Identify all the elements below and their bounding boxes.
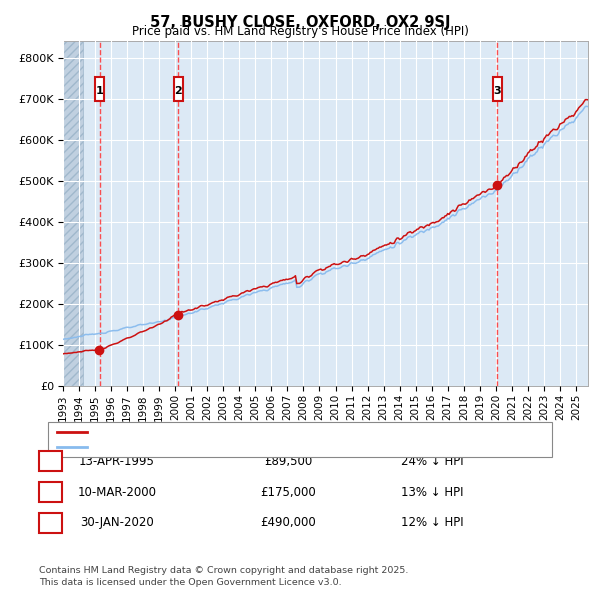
Text: 2: 2 [175, 86, 182, 96]
Text: 3: 3 [493, 86, 501, 96]
Text: 1: 1 [95, 86, 103, 96]
Bar [63, 41, 83, 386]
Text: 10-MAR-2000: 10-MAR-2000 [77, 486, 157, 499]
Text: 57, BUSHY CLOSE, OXFORD, OX2 9SJ: 57, BUSHY CLOSE, OXFORD, OX2 9SJ [150, 15, 450, 30]
Text: 30-JAN-2020: 30-JAN-2020 [80, 516, 154, 529]
Text: Price paid vs. HM Land Registry's House Price Index (HPI): Price paid vs. HM Land Registry's House … [131, 25, 469, 38]
Text: 12% ↓ HPI: 12% ↓ HPI [401, 516, 463, 529]
Text: Contains HM Land Registry data © Crown copyright and database right 2025.
This d: Contains HM Land Registry data © Crown c… [39, 566, 409, 587]
Text: 24% ↓ HPI: 24% ↓ HPI [401, 455, 463, 468]
Text: £175,000: £175,000 [260, 486, 316, 499]
Text: 13-APR-1995: 13-APR-1995 [79, 455, 155, 468]
Text: 3: 3 [46, 516, 55, 529]
Text: 13% ↓ HPI: 13% ↓ HPI [401, 486, 463, 499]
Text: £490,000: £490,000 [260, 516, 316, 529]
Text: 2: 2 [46, 486, 55, 499]
Bar [493, 77, 502, 101]
Text: £89,500: £89,500 [264, 455, 312, 468]
Text: 1: 1 [46, 455, 55, 468]
Bar [95, 77, 104, 101]
Text: HPI: Average price, detached house, Vale of White Horse: HPI: Average price, detached house, Vale… [93, 442, 409, 453]
Bar [174, 77, 182, 101]
Text: 57, BUSHY CLOSE, OXFORD, OX2 9SJ (detached house): 57, BUSHY CLOSE, OXFORD, OX2 9SJ (detach… [93, 427, 399, 437]
